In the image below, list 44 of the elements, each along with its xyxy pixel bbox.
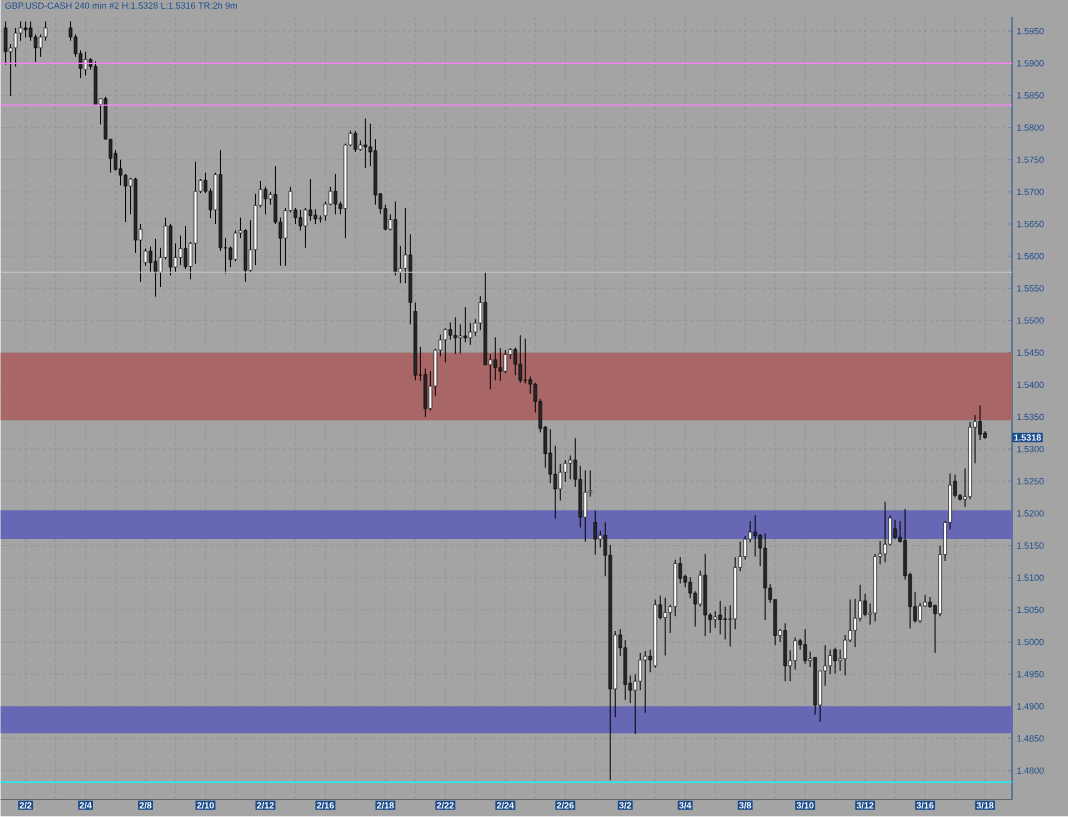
y-tick-label: 1.5600 [1017, 253, 1044, 260]
y-tick-label: 1.4800 [1017, 767, 1044, 775]
x-tick-label: 3/2 [619, 802, 632, 809]
x-tick-label: 3/12 [856, 802, 874, 809]
y-tick-label: 1.5900 [1017, 60, 1044, 67]
y-tick-label: 1.4950 [1017, 671, 1044, 678]
y-tick-label: 1.5100 [1017, 574, 1044, 582]
y-tick-label: 1.5650 [1017, 221, 1044, 228]
y-tick-label: 1.4900 [1017, 703, 1044, 710]
x-tick-label: 2/10 [197, 802, 214, 809]
x-tick-label: 2/24 [496, 802, 515, 809]
x-tick-label: 3/18 [976, 802, 994, 809]
candlestick [593, 510, 598, 556]
x-tick-label: 3/10 [796, 802, 814, 809]
x-tick-label: 2/16 [316, 802, 334, 809]
x-tick-label: 2/2 [19, 802, 32, 809]
y-tick-label: 1.5350 [1017, 413, 1044, 421]
x-tick-label: 3/4 [679, 802, 692, 809]
x-tick-label: 2/8 [139, 802, 152, 809]
x-tick-label: 3/16 [916, 802, 934, 809]
y-tick-label: 1.5700 [1017, 188, 1044, 196]
x-tick-label: 2/18 [376, 802, 394, 809]
y-tick-label: 1.5550 [1017, 285, 1044, 292]
y-tick-label: 1.5950 [1017, 28, 1044, 35]
x-tick-label: 2/12 [257, 802, 274, 809]
y-tick-label: 1.5200 [1017, 510, 1044, 517]
y-tick-label: 1.5150 [1017, 542, 1044, 549]
y-tick-label: 1.5850 [1017, 92, 1044, 99]
x-tick-label: 2/22 [436, 802, 454, 809]
y-tick-label: 1.5450 [1017, 349, 1044, 357]
y-tick-label: 1.4850 [1017, 735, 1044, 742]
y-tick-label: 1.5000 [1017, 639, 1044, 646]
y-tick-label: 1.5300 [1017, 446, 1044, 453]
x-tick-label: 2/26 [556, 802, 574, 809]
text: 1.5318 [1014, 434, 1041, 441]
y-tick-label: 1.5250 [1017, 478, 1044, 485]
y-tick-label: 1.5050 [1017, 606, 1044, 614]
y-tick-label: 1.5800 [1017, 124, 1044, 132]
chart-title: GBP.USD-CASH 240 min #2 H:1.5328 L:1.5316 TR:2h 9m [5, 2, 237, 10]
y-tick-label: 1.5400 [1017, 381, 1044, 389]
y-tick-label: 1.5750 [1017, 156, 1044, 164]
y-tick-label: 1.5500 [1017, 317, 1044, 324]
x-tick-label: 2/4 [79, 802, 92, 809]
x-tick-label: 3/8 [739, 802, 752, 809]
